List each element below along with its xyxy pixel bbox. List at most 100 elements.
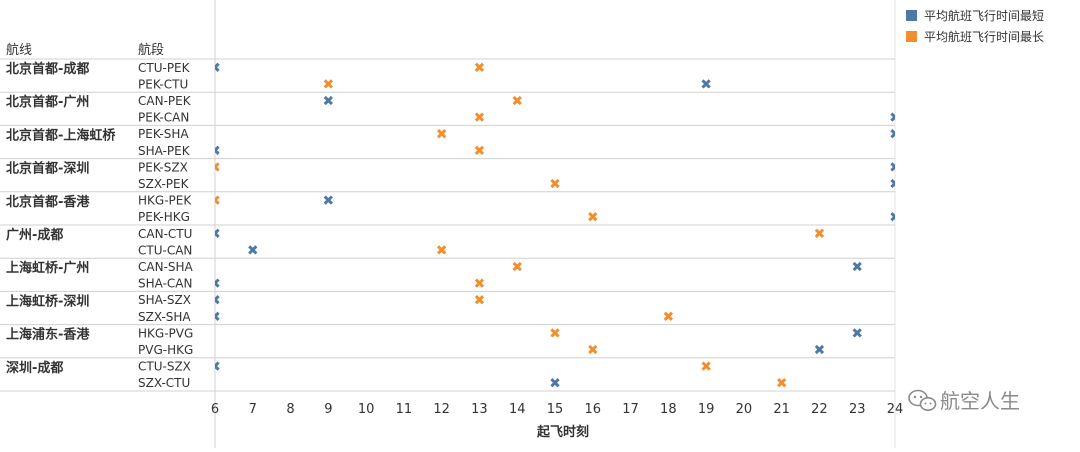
segment-label: CAN-CTU xyxy=(138,227,192,241)
marker-stroke xyxy=(890,212,895,219)
segment-label: SHA-PEK xyxy=(138,144,191,158)
wechat-icon xyxy=(908,389,937,411)
marker-stroke xyxy=(215,280,220,288)
marker-stroke xyxy=(215,363,220,371)
marker-stroke xyxy=(215,145,220,153)
shortest-marker xyxy=(890,178,895,189)
marker-stroke xyxy=(890,181,895,189)
segment-label: PEK-CAN xyxy=(138,111,189,125)
marker-stroke xyxy=(248,245,258,255)
marker-stroke xyxy=(890,164,895,172)
longest-marker xyxy=(474,295,485,305)
shortest-marker xyxy=(890,129,895,139)
shortest-marker xyxy=(323,95,333,106)
marker-stroke xyxy=(215,62,220,70)
x-tick-label: 9 xyxy=(324,402,332,417)
shortest-marker xyxy=(701,79,711,89)
x-tick-label: 22 xyxy=(811,402,828,417)
segment-label: CAN-SHA xyxy=(138,260,194,274)
longest-marker xyxy=(512,261,522,272)
watermark-text: 航空人生 xyxy=(940,389,1020,413)
shortest-marker xyxy=(248,245,258,255)
x-tick-label: 7 xyxy=(249,402,257,417)
marker-stroke xyxy=(512,261,522,272)
segment-label: CTU-PEK xyxy=(138,61,191,75)
longest-marker xyxy=(437,129,447,139)
marker-stroke xyxy=(474,145,485,155)
longest-marker xyxy=(588,212,598,222)
segment-label: PEK-SHA xyxy=(138,127,189,141)
marker-stroke xyxy=(215,148,220,155)
longest-marker xyxy=(474,112,485,122)
marker-stroke xyxy=(550,378,560,388)
shortest-marker xyxy=(890,112,895,122)
route-label: 北京首都-上海虹桥 xyxy=(6,127,116,143)
shortest-marker xyxy=(852,328,862,338)
segment-label: HKG-PEK xyxy=(138,194,192,208)
shortest-marker xyxy=(550,378,560,388)
segment-label: SHA-SZX xyxy=(138,293,191,307)
segment-label: SZX-SHA xyxy=(138,310,191,324)
longest-marker xyxy=(550,178,560,189)
route-label: 北京首都-香港 xyxy=(6,194,90,210)
longest-marker xyxy=(663,311,673,321)
row-labels: 航线 航段 北京首都-成都 CTU-PEK PEK-CTU 北京首都-广州 CAN-PE… xyxy=(6,42,194,390)
route-label: 上海虹桥-广州 xyxy=(6,260,89,276)
shortest-marker xyxy=(890,212,895,222)
route-label: 北京首都-深圳 xyxy=(6,161,89,177)
legend-label: 平均航班飞行时间最长 xyxy=(924,29,1044,44)
segment-label: PVG-HKG xyxy=(138,343,193,357)
marker-stroke xyxy=(215,278,220,286)
marker-stroke xyxy=(215,162,220,170)
segment-label: PEK-HKG xyxy=(138,210,190,224)
marker-stroke xyxy=(890,178,895,186)
shortest-marker xyxy=(814,344,825,355)
segment-label: PEK-CTU xyxy=(138,77,188,91)
longest-marker xyxy=(777,378,787,388)
route-label: 深圳-成都 xyxy=(6,360,63,376)
longest-marker xyxy=(474,145,485,155)
marker-stroke xyxy=(550,328,560,338)
segment-label: CTU-CAN xyxy=(138,243,192,257)
segment-label: CTU-SZX xyxy=(138,360,191,374)
x-tick-label: 6 xyxy=(211,402,219,417)
marker-stroke xyxy=(890,112,895,120)
route-label: 上海虹桥-深圳 xyxy=(6,293,89,309)
x-tick-label: 23 xyxy=(849,402,866,417)
longest-marker xyxy=(550,328,560,338)
segment-label: HKG-PVG xyxy=(138,326,193,340)
longest-marker xyxy=(437,245,447,255)
longest-marker xyxy=(588,344,598,355)
longest-marker xyxy=(215,162,220,172)
marker-stroke xyxy=(890,131,895,139)
x-axis-title: 起飞时刻 xyxy=(536,424,589,440)
longest-marker xyxy=(512,95,522,106)
marker-stroke xyxy=(215,228,220,236)
marker-stroke xyxy=(474,278,485,288)
marker-stroke xyxy=(890,214,895,222)
marker-stroke xyxy=(437,245,447,255)
marker-stroke xyxy=(814,228,825,238)
marker-stroke xyxy=(474,62,485,72)
data-marks xyxy=(215,62,895,388)
segment-label: SHA-CAN xyxy=(138,277,192,291)
marker-stroke xyxy=(588,212,598,222)
longest-marker xyxy=(474,62,485,72)
x-tick-label: 15 xyxy=(547,402,564,417)
longest-marker xyxy=(701,361,711,371)
x-axis: 起飞时刻 6 7 8 9 10 11 12 13 14 15 16 17 18 19 20 21 22 23 24 xyxy=(211,402,903,440)
marker-stroke xyxy=(215,195,220,203)
x-tick-label: 18 xyxy=(660,402,677,417)
x-tick-label: 20 xyxy=(736,402,753,417)
marker-stroke xyxy=(215,295,220,302)
segment-label: PEK-SZX xyxy=(138,160,188,174)
marker-stroke xyxy=(777,378,787,388)
marker-stroke xyxy=(215,311,220,319)
marker-stroke xyxy=(701,79,711,89)
marker-stroke xyxy=(215,197,220,205)
marker-stroke xyxy=(474,112,485,122)
segment-label: SZX-CTU xyxy=(138,376,190,390)
marker-stroke xyxy=(814,344,825,355)
